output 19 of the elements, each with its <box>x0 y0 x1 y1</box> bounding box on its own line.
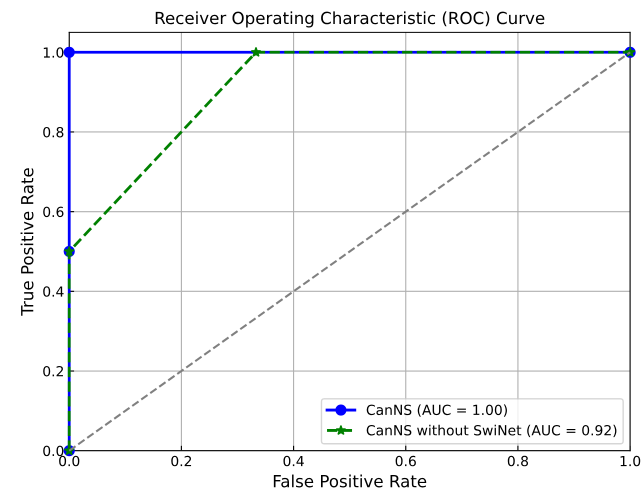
y-tick-label: 0.0 <box>43 446 64 456</box>
x-tick-label: 0.8 <box>508 456 528 466</box>
x-tick-label: 0.4 <box>283 456 304 466</box>
x-tick-label: 0.2 <box>171 456 192 466</box>
x-axis-title: False Positive Rate <box>274 474 426 488</box>
y-tick-label: 1.0 <box>44 47 64 58</box>
chart-title: Receiver Operating Characteristic (ROC) Curve <box>156 11 544 28</box>
x-tick-label: 0.6 <box>396 456 416 466</box>
point <box>64 46 75 58</box>
y-tick-label: 0.8 <box>43 126 64 138</box>
y-tick-label: 0.6 <box>43 206 64 218</box>
point <box>250 46 262 57</box>
y-tick-label: 0.2 <box>43 366 63 376</box>
x-tick-label: 0.0 <box>59 456 80 466</box>
y-tick-label: 0.4 <box>43 286 64 297</box>
legend-label: CanNS without SwiNet (AUC = 0.92) <box>366 424 616 438</box>
x-tick-label: 1.0 <box>620 456 640 466</box>
legend-label: CanNS (AUC = 1.00) <box>366 404 507 417</box>
y-axis-title: True Positive Rate <box>20 168 34 316</box>
